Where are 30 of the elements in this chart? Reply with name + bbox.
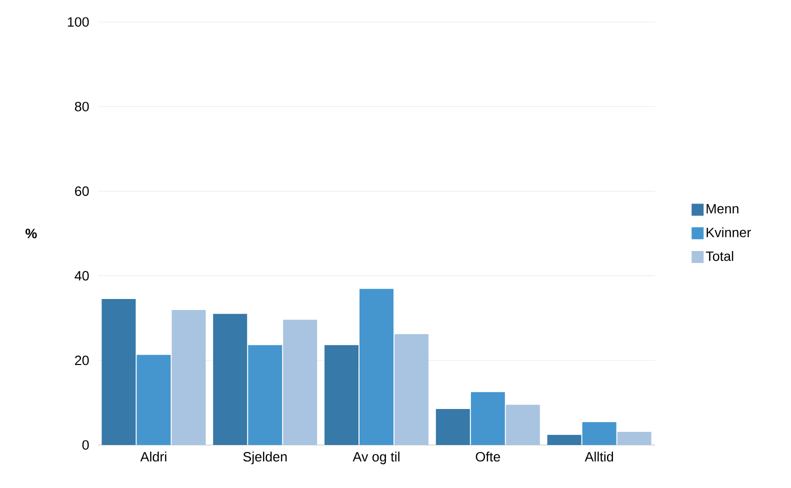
bar xyxy=(102,299,136,445)
y-axis-title: % xyxy=(26,228,37,238)
x-tick-label: Alltid xyxy=(584,452,614,462)
bar xyxy=(324,345,359,445)
bar xyxy=(394,334,429,445)
legend-label: Total xyxy=(706,251,734,261)
x-tick-label: Av og til xyxy=(352,452,400,464)
bar xyxy=(436,409,470,445)
bar xyxy=(172,310,206,445)
x-tick-label: Aldri xyxy=(140,452,166,462)
bar xyxy=(470,392,505,445)
legend-label: Kvinner xyxy=(706,227,751,238)
bar xyxy=(547,434,582,445)
y-tick-label: 20 xyxy=(75,356,89,366)
bar xyxy=(136,354,171,445)
y-tick-label: 40 xyxy=(74,271,89,281)
y-tick-label: 60 xyxy=(75,186,89,196)
bar xyxy=(617,432,652,445)
bar xyxy=(582,422,616,445)
bar xyxy=(506,404,540,445)
x-tick-label: Ofte xyxy=(476,452,500,462)
y-tick-label: 80 xyxy=(74,102,89,112)
bar xyxy=(248,345,282,445)
legend-label: Menn xyxy=(706,204,738,214)
bar xyxy=(283,320,318,445)
bar xyxy=(213,314,248,445)
x-tick-label: Sjelden xyxy=(243,452,287,464)
bar xyxy=(360,288,394,445)
y-tick-label: 0 xyxy=(82,440,89,450)
y-tick-label: 100 xyxy=(68,17,89,27)
